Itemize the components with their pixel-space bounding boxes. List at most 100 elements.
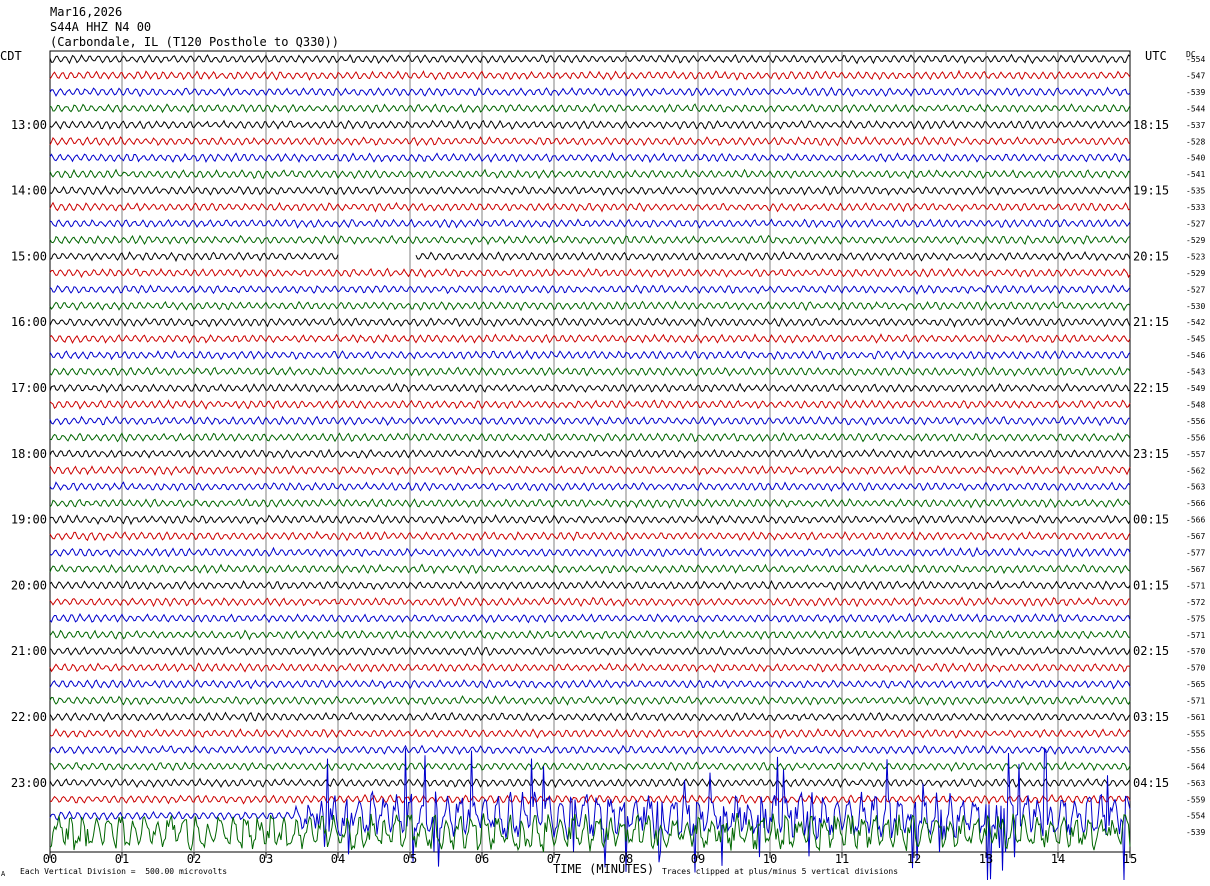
x-tick-label-15: 15 — [1123, 852, 1137, 866]
dc-offset-label: -575 — [1186, 614, 1205, 623]
x-axis-title: TIME (MINUTES) — [553, 862, 655, 876]
trace-21 — [49, 399, 1131, 410]
dc-offset-labels: -554 -547 -539 -544 -537 -528 -540 -541 -535 -533… — [1186, 55, 1205, 837]
dc-offset-label: -523 — [1186, 252, 1205, 261]
dc-offset-label: -556 — [1186, 746, 1205, 755]
x-axis-ticks: 00 01 02 03 04 05 06 07 08 09 10 11 12 13 14 15 — [43, 852, 1137, 866]
dc-offset-label: -572 — [1186, 598, 1205, 607]
dc-offset-label: -577 — [1186, 549, 1205, 558]
dc-offset-label: -571 — [1186, 581, 1205, 590]
x-tick-label-02: 02 — [187, 852, 201, 866]
trace-30 — [49, 546, 1131, 558]
x-tick-label-00: 00 — [43, 852, 57, 866]
cdt-hour-label: 15:00 — [11, 249, 47, 263]
dc-offset-label: -537 — [1186, 121, 1205, 130]
dc-offset-label: -547 — [1186, 71, 1205, 80]
trace-12-part-0 — [49, 251, 339, 263]
x-tick-label-06: 06 — [475, 852, 489, 866]
cdt-hour-label: 13:00 — [11, 118, 47, 132]
dc-offset-label: -528 — [1186, 137, 1205, 146]
station-label: S44A HHZ N4 00 — [50, 20, 152, 34]
x-tick-label-10: 10 — [763, 852, 777, 866]
trace-8 — [49, 184, 1131, 196]
dc-offset-label: -561 — [1186, 713, 1205, 722]
trace-39 — [49, 695, 1131, 706]
trace-26 — [49, 481, 1131, 492]
utc-hour-label: 20:15 — [1133, 249, 1169, 263]
dc-offset-label: -557 — [1186, 450, 1205, 459]
trace-1 — [49, 69, 1131, 81]
trace-2 — [49, 86, 1131, 98]
clip-note: Traces clipped at plus/minus 5 vertical … — [662, 867, 899, 876]
plot-frame — [49, 50, 1131, 853]
cdt-hour-labels: 13:00 14:00 15:00 16:00 17:00 18:00 19:00 20:00… — [11, 118, 47, 790]
x-tick-label-05: 05 — [403, 852, 417, 866]
location-label: (Carbondale, IL (T120 Posthole to Q330)) — [50, 35, 339, 49]
trace-5 — [49, 135, 1131, 147]
x-tick-label-08: 08 — [619, 852, 633, 866]
dc-offset-label: -554 — [1186, 55, 1205, 64]
trace-24 — [49, 448, 1131, 459]
dc-offset-label: -535 — [1186, 187, 1205, 196]
x-tick-label-01: 01 — [115, 852, 129, 866]
dc-offset-label: -556 — [1186, 433, 1205, 442]
date-label: Mar16,2026 — [50, 5, 123, 19]
cdt-hour-label: 21:00 — [11, 644, 47, 658]
utc-hour-label: 23:15 — [1133, 447, 1169, 461]
dc-offset-label: -555 — [1186, 729, 1205, 738]
trace-43 — [49, 761, 1131, 772]
trace-0 — [49, 53, 1131, 65]
utc-hour-labels: 18:15 19:15 20:15 21:15 22:15 23:15 00:15 01:15… — [1133, 118, 1169, 790]
trace-31 — [49, 563, 1131, 575]
trace-6 — [49, 152, 1131, 164]
dc-offset-label: -540 — [1186, 154, 1205, 163]
dc-offset-label: -539 — [1186, 828, 1205, 837]
x-tick-label-11: 11 — [835, 852, 849, 866]
dc-offset-label: -570 — [1186, 647, 1205, 656]
cdt-hour-label: 20:00 — [11, 578, 47, 592]
x-tick-label-07: 07 — [547, 852, 561, 866]
cdt-hour-label: 23:00 — [11, 776, 47, 790]
x-tick-label-13: 13 — [979, 852, 993, 866]
dc-offset-label: -543 — [1186, 368, 1205, 377]
trace-37 — [49, 662, 1131, 674]
trace-16 — [49, 316, 1131, 328]
dc-offset-label: -559 — [1186, 795, 1205, 804]
dc-axis-title: DC — [1186, 50, 1196, 59]
trace-40 — [49, 711, 1131, 723]
trace-11 — [49, 234, 1131, 246]
dc-offset-label: -563 — [1186, 779, 1205, 788]
utc-hour-label: 03:15 — [1133, 710, 1169, 724]
trace-27 — [49, 498, 1131, 509]
trace-28 — [49, 514, 1131, 526]
utc-hour-label: 22:15 — [1133, 381, 1169, 395]
dc-offset-label: -562 — [1186, 466, 1205, 475]
trace-29 — [49, 530, 1131, 542]
cdt-hour-label: 18:00 — [11, 447, 47, 461]
trace-45 — [49, 793, 1131, 806]
vertical-division-note: Each Vertical Division = 500.00 microvol… — [20, 867, 228, 876]
trace-14 — [49, 284, 1131, 295]
utc-hour-label: 21:15 — [1133, 315, 1169, 329]
cdt-axis-title: CDT — [0, 49, 22, 63]
dc-offset-label: -529 — [1186, 269, 1205, 278]
x-tick-label-12: 12 — [907, 852, 921, 866]
trace-46 — [49, 747, 1131, 881]
dc-offset-label: -530 — [1186, 302, 1205, 311]
trace-10 — [49, 218, 1131, 229]
dc-offset-label: -571 — [1186, 697, 1205, 706]
trace-38 — [49, 678, 1131, 690]
dc-offset-label: -549 — [1186, 384, 1205, 393]
dc-offset-label: -563 — [1186, 483, 1205, 492]
dc-offset-label: -546 — [1186, 351, 1205, 360]
dc-offset-label: -570 — [1186, 664, 1205, 673]
dc-offset-label: -529 — [1186, 236, 1205, 245]
x-tick-label-03: 03 — [259, 852, 273, 866]
cdt-hour-label: 22:00 — [11, 710, 47, 724]
trace-13 — [49, 267, 1131, 279]
utc-hour-label: 18:15 — [1133, 118, 1169, 132]
dc-offset-label: -548 — [1186, 400, 1205, 409]
trace-47 — [49, 813, 1131, 853]
utc-hour-label: 02:15 — [1133, 644, 1169, 658]
dc-offset-label: -567 — [1186, 532, 1205, 541]
